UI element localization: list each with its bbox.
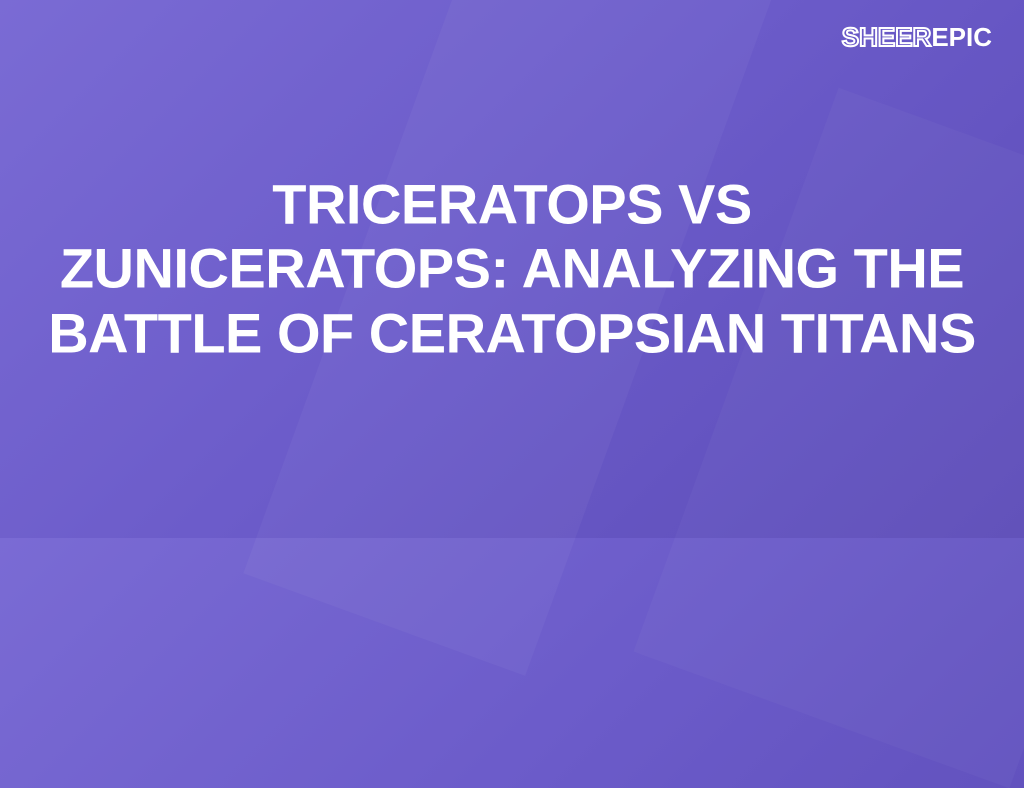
page-headline: TRICERATOPS VS ZUNICERATOPS: ANALYZING T…	[41, 172, 983, 365]
brand-logo: SHEEREPIC	[842, 24, 992, 50]
brand-logo-part2: EPIC	[931, 24, 992, 50]
brand-logo-part1: SHEER	[842, 24, 932, 50]
